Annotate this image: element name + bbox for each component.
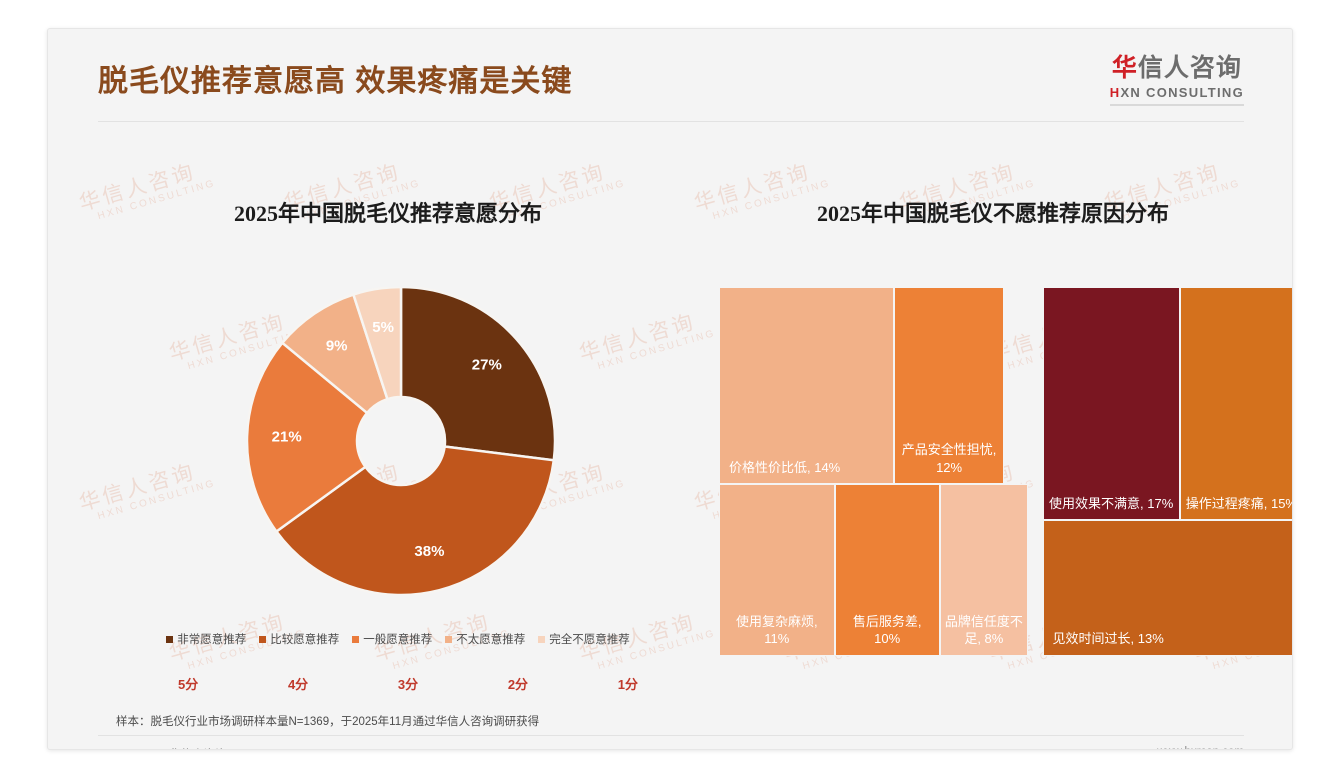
treemap-cell[interactable]: 见效时间过长, 13% (1042, 520, 1292, 656)
pie-slice[interactable] (247, 341, 369, 534)
treemap-cell[interactable]: 产品安全性担忧, 12% (894, 287, 1004, 485)
legend-swatch-icon (538, 635, 546, 643)
legend-item[interactable]: 比较愿意推荐 (259, 631, 339, 647)
slide-header: 脱毛仪推荐意愿高 效果疼痛是关键 华信人咨询 HXN CONSULTING (48, 29, 1292, 122)
score-label: 5分 (178, 677, 199, 692)
logo-chinese-red: 华 (1111, 54, 1138, 82)
treemap-cell[interactable]: 价格性价比低, 14% (719, 287, 895, 485)
donut-chart: 27% 38% 21% 9% 5% (247, 287, 555, 595)
pie-slice[interactable] (399, 287, 555, 462)
legend-item[interactable]: 完全不愿意推荐 (538, 631, 630, 647)
footer-divider (98, 735, 1244, 736)
slide-card: 华信人咨询 HXN CONSULTING 华信人咨询 HXN CONSULTING 华信… (47, 28, 1293, 750)
website-url: www.hxrcon.com (1157, 746, 1244, 749)
pie-slice[interactable] (351, 287, 403, 401)
legend-item-label: 完全不愿意推荐 (549, 634, 630, 646)
score-scale: 5分 4分 3分 2分 1分 (178, 674, 638, 693)
logo-english-red: H (1109, 84, 1121, 100)
treemap-cell[interactable]: 使用效果不满意, 17% (1042, 287, 1180, 521)
left-chart-title: 2025年中国脱毛仪推荐意愿分布 (233, 201, 542, 226)
pie-slice-label: 5% (372, 319, 394, 336)
logo-underline (1109, 103, 1244, 106)
copyright-text: ©2026.1 HXR华信人咨询 (98, 746, 227, 749)
legend-item[interactable]: 不太愿意推荐 (445, 631, 525, 647)
pie-slice-label: 27% (472, 356, 502, 373)
logo-chinese: 华信人咨询 (1110, 54, 1244, 83)
logo-english: HXN CONSULTING (1110, 85, 1244, 100)
logo-english-rest: XN CONSULTING (1120, 84, 1244, 100)
brand-logo: 华信人咨询 HXN CONSULTING (1109, 54, 1244, 106)
legend-item-label: 非常愿意推荐 (177, 634, 247, 646)
legend-item-label: 不太愿意推荐 (456, 634, 526, 646)
legend-item-label: 比较愿意推荐 (270, 634, 340, 646)
donut-chart-svg: 27% 38% 21% 9% 5% (247, 287, 555, 595)
score-label: 1分 (617, 677, 638, 692)
score-label: 4分 (287, 677, 309, 692)
pie-slice[interactable] (274, 445, 555, 595)
header-divider (98, 121, 1244, 122)
score-label: 3分 (397, 677, 419, 692)
right-chart-title: 2025年中国脱毛仪不愿推荐原因分布 (816, 201, 1169, 226)
page-title: 脱毛仪推荐意愿高 效果疼痛是关键 (98, 65, 573, 98)
legend-swatch-icon (445, 635, 453, 643)
pie-slice-label: 21% (272, 428, 302, 445)
legend-item[interactable]: 非常愿意推荐 (166, 631, 246, 647)
treemap-cell[interactable]: 操作过程疼痛, 15% (1179, 287, 1292, 521)
legend-item[interactable]: 一般愿意推荐 (352, 631, 432, 647)
treemap-cell[interactable]: 品牌信任度不足, 8% (939, 484, 1028, 656)
treemap-chart: 价格性价比低, 14% 产品安全性担忧, 12% 使用效果不满意, 17% 操作过程疼… (719, 287, 1292, 656)
score-label: 2分 (507, 677, 529, 692)
treemap-cell[interactable]: 售后服务差, 10% (834, 484, 940, 656)
sample-footnote: 样本：脱毛仪行业市场调研样本量N=1369，于2025年11月通过华信人咨询调研… (116, 716, 540, 728)
legend-swatch-icon (259, 635, 267, 643)
logo-chinese-rest: 信人咨询 (1137, 54, 1242, 82)
pie-slice-label: 38% (414, 543, 444, 560)
pie-slice-label: 9% (326, 337, 348, 354)
donut-legend: 非常愿意推荐 比较愿意推荐 一般愿意推荐 不太愿意推荐 完全不愿意推荐 (108, 631, 688, 647)
legend-swatch-icon (166, 635, 174, 643)
legend-item-label: 一般愿意推荐 (363, 634, 433, 646)
treemap-cell[interactable]: 使用复杂麻烦, 11% (719, 484, 835, 656)
legend-swatch-icon (352, 635, 360, 643)
